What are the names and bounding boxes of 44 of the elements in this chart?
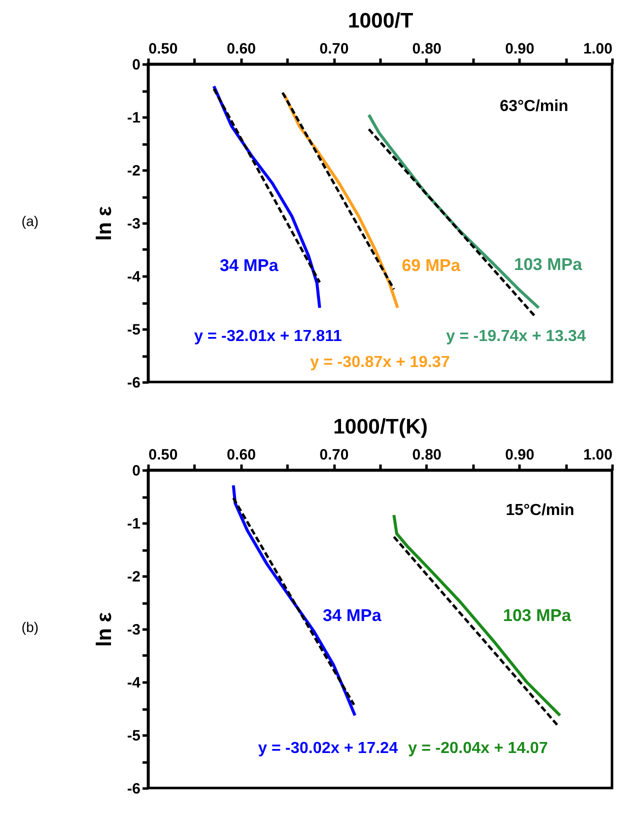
- x-tick-label: 0.80: [412, 446, 442, 464]
- x-tick-label: 1.00: [583, 40, 612, 58]
- y-axis-title: ln ε: [93, 612, 116, 647]
- annotation: y = -19.74x + 13.34: [446, 328, 586, 345]
- y-tick-label: -5: [127, 728, 140, 744]
- x-tick-label: 0.90: [505, 446, 534, 464]
- x-tick-label: 0.50: [148, 446, 178, 464]
- y-tick-label: 0: [132, 462, 140, 480]
- y-tick-label: -1: [127, 516, 140, 532]
- annotation: y = -30.87x + 19.37: [310, 354, 450, 371]
- y-tick-label: -2: [127, 162, 140, 180]
- x-tick-label: 0.60: [226, 40, 256, 58]
- series-label: 34 MPa: [322, 606, 382, 625]
- y-tick-label: -6: [127, 780, 140, 798]
- x-tick-label: 0.80: [412, 40, 442, 58]
- y-tick-label: -3: [127, 622, 140, 638]
- y-tick-label: 0: [132, 56, 140, 74]
- y-tick-label: -1: [127, 110, 140, 126]
- y-tick-label: -2: [127, 568, 140, 586]
- text: (a): [21, 213, 39, 229]
- annotation: y = -20.04x + 14.07: [408, 740, 548, 757]
- y-tick-label: -3: [127, 216, 140, 232]
- annotation: 63°C/min: [500, 98, 568, 115]
- y-tick-label: -4: [127, 674, 142, 692]
- x-axis-title: 1000/T(K): [333, 416, 428, 438]
- x-tick-label: 0.90: [505, 40, 534, 58]
- y-axis-title: ln ε: [93, 206, 116, 241]
- x-tick-label: 1.00: [583, 446, 612, 464]
- x-axis-title: 1000/T: [348, 10, 414, 32]
- x-tick-label: 0.70: [320, 446, 349, 464]
- annotation: y = -32.01x + 17.811: [194, 328, 342, 345]
- y-tick-label: -5: [127, 322, 140, 338]
- series-label: 34 MPa: [220, 256, 279, 275]
- annotation: y = -30.02x + 17.24: [258, 740, 398, 757]
- series-label: 103 MPa: [502, 606, 572, 625]
- y-tick-label: -6: [127, 374, 140, 392]
- y-tick-label: -4: [127, 268, 142, 286]
- series-label: 103 MPa: [514, 255, 583, 274]
- series-label: 69 MPa: [402, 256, 461, 275]
- x-tick-label: 0.70: [320, 40, 349, 58]
- x-tick-label: 0.60: [226, 446, 256, 464]
- annotation: 15°C/min: [506, 502, 574, 519]
- text: (b): [21, 619, 39, 635]
- x-tick-label: 0.50: [148, 40, 178, 58]
